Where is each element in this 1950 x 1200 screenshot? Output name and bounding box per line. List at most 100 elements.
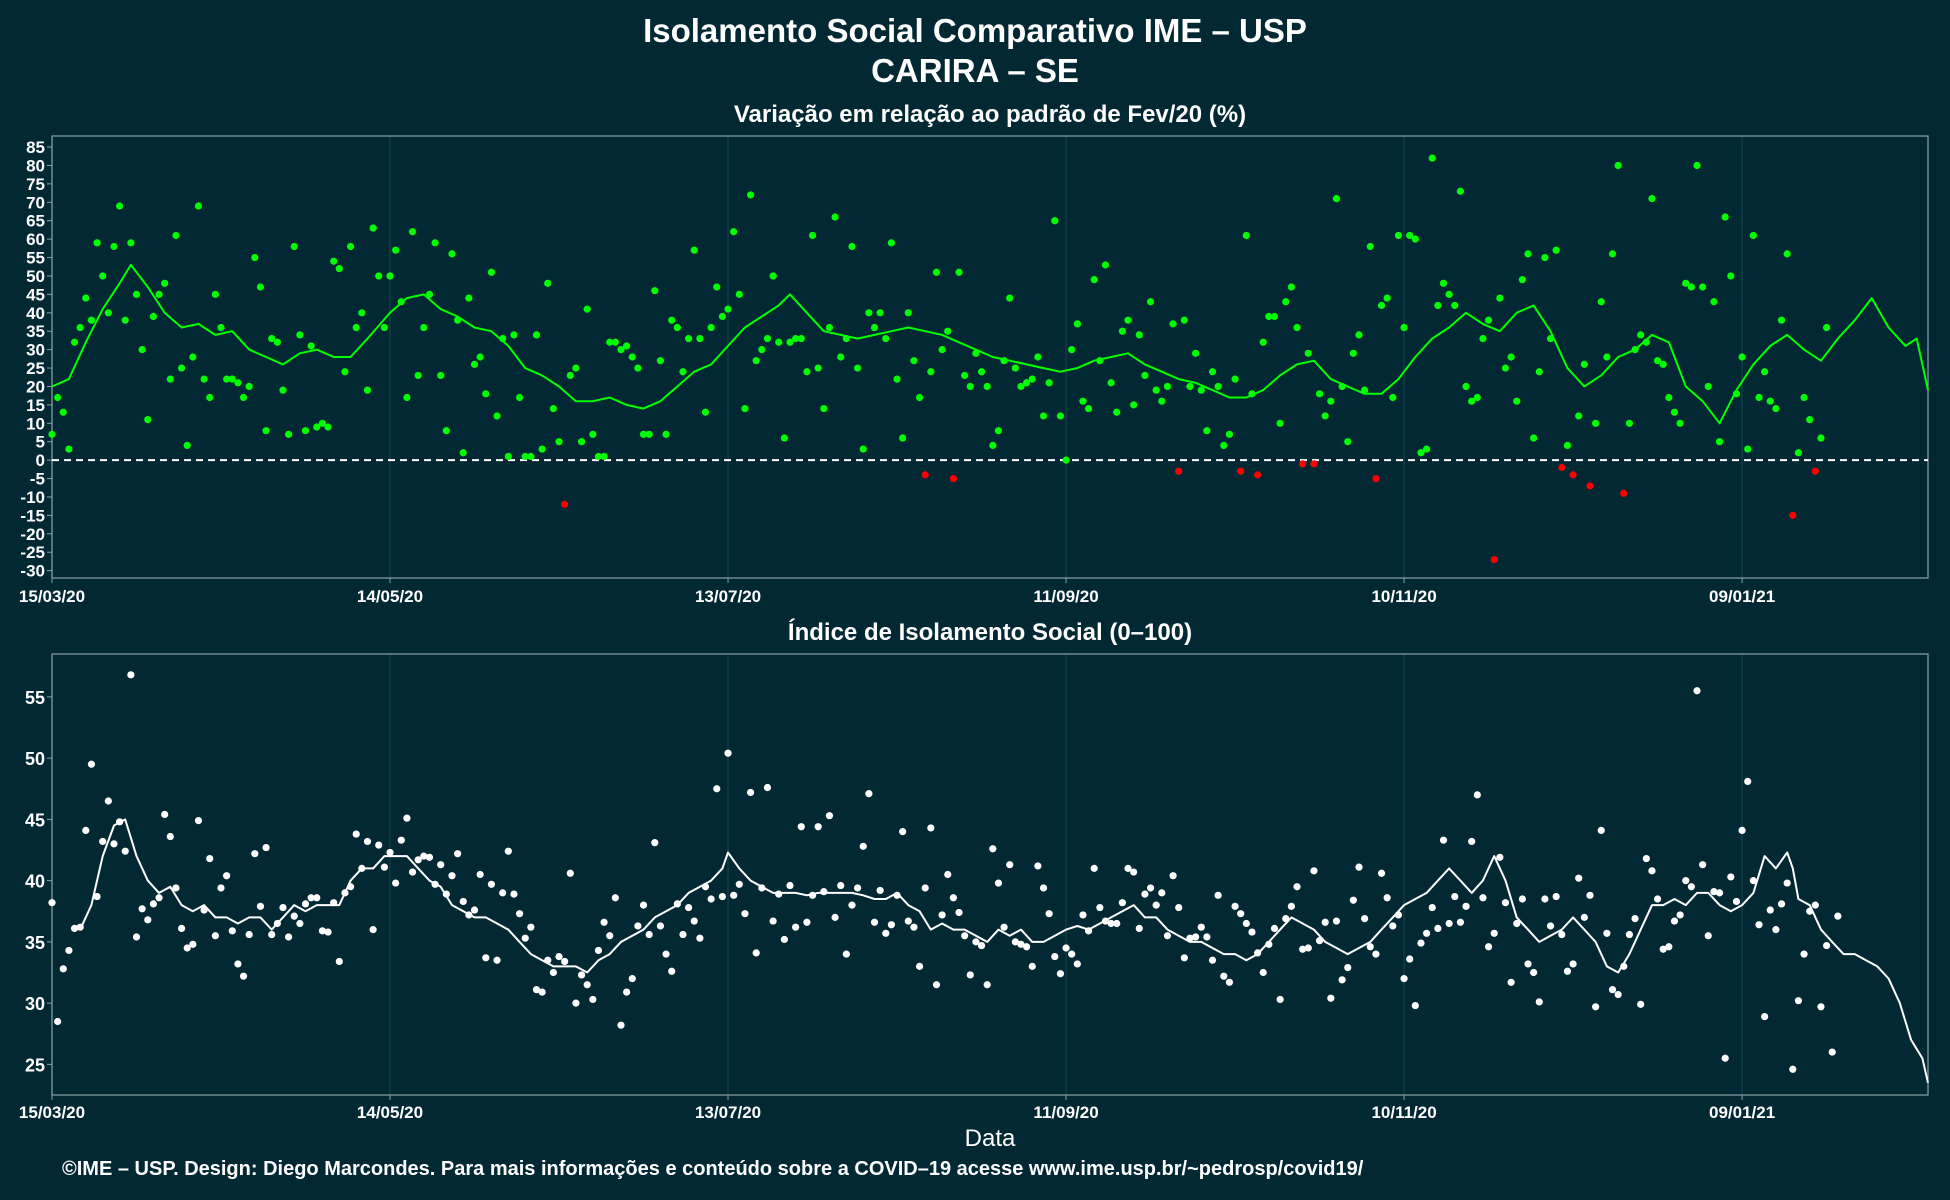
- data-point: [256, 283, 265, 291]
- data-point: [54, 393, 62, 402]
- data-point: [1625, 930, 1634, 939]
- x-tick-label: 09/01/21: [1709, 587, 1775, 606]
- data-point: [1445, 290, 1453, 298]
- data-point: [1766, 906, 1774, 914]
- data-point: [1417, 939, 1425, 947]
- data-point: [690, 246, 698, 254]
- data-point: [59, 408, 67, 416]
- data-point: [1237, 910, 1245, 918]
- data-point: [341, 368, 349, 376]
- data-point: [1462, 382, 1470, 391]
- data-point: [1169, 320, 1177, 328]
- data-point: [972, 938, 980, 946]
- plot-frame: [51, 653, 1929, 1096]
- data-point: [1304, 944, 1312, 952]
- y-tick-label: 60: [26, 230, 45, 249]
- data-point: [408, 868, 417, 876]
- data-point: [730, 891, 738, 899]
- data-point: [1744, 445, 1752, 453]
- data-point: [887, 239, 896, 247]
- data-point: [132, 933, 141, 941]
- data-point: [1101, 261, 1110, 269]
- data-point: [707, 323, 715, 332]
- data-point: [1755, 921, 1763, 929]
- y-tick-label: 30: [25, 994, 45, 1014]
- data-point: [211, 290, 219, 298]
- data-point: [1783, 879, 1791, 887]
- data-point: [1462, 902, 1470, 910]
- data-point: [651, 287, 659, 295]
- data-point: [1496, 294, 1504, 302]
- data-point: [1310, 867, 1318, 875]
- data-point: [1282, 298, 1290, 306]
- data-point: [527, 452, 535, 461]
- data-point: [1135, 331, 1143, 339]
- data-point: [1355, 331, 1363, 339]
- data-point: [307, 894, 315, 902]
- data-point: [448, 872, 456, 880]
- y-tick-label: 40: [26, 304, 45, 323]
- data-point: [1535, 368, 1543, 376]
- data-point: [746, 191, 755, 199]
- data-point: [549, 968, 557, 977]
- data-point: [679, 368, 687, 376]
- data-point: [848, 242, 856, 251]
- data-point: [1828, 1048, 1836, 1056]
- data-point: [313, 423, 321, 431]
- data-point: [1045, 910, 1053, 918]
- data-point: [149, 900, 158, 908]
- data-point: [1524, 960, 1532, 968]
- data-point: [814, 364, 822, 372]
- data-point: [1738, 353, 1746, 361]
- data-point: [48, 430, 56, 438]
- data-point: [346, 242, 355, 251]
- data-point: [1372, 474, 1380, 483]
- data-point: [1524, 250, 1532, 258]
- data-point: [1445, 919, 1453, 928]
- data-point: [639, 430, 648, 438]
- data-point: [938, 911, 946, 919]
- data-point: [1220, 441, 1228, 449]
- data-point: [59, 965, 67, 973]
- data-point: [324, 928, 332, 936]
- data-point: [1214, 382, 1222, 391]
- x-tick-label: 13/07/20: [695, 587, 761, 606]
- x-tick-label: 15/03/20: [19, 1103, 85, 1122]
- data-point: [938, 346, 946, 354]
- x-tick-label: 15/03/20: [19, 587, 85, 606]
- data-point: [161, 279, 169, 287]
- data-point: [1800, 950, 1808, 958]
- data-point: [352, 323, 360, 332]
- variation-chart: Variação em relação ao padrão de Fev/20 …: [19, 101, 1929, 606]
- data-point: [1507, 353, 1515, 361]
- data-point: [1180, 954, 1188, 962]
- data-point: [1366, 242, 1374, 251]
- data-point: [1175, 903, 1183, 912]
- data-point: [1028, 962, 1036, 970]
- data-point: [1107, 379, 1115, 387]
- data-point: [1332, 195, 1341, 203]
- data-point: [358, 309, 366, 317]
- data-point: [448, 250, 456, 258]
- data-point: [977, 941, 986, 950]
- data-point: [510, 890, 518, 898]
- data-point: [955, 908, 963, 917]
- data-point: [882, 334, 890, 343]
- data-point: [600, 918, 608, 926]
- data-point: [487, 880, 496, 888]
- data-point: [1220, 972, 1228, 980]
- data-point: [763, 334, 772, 343]
- data-point: [1231, 902, 1239, 910]
- y-tick-label: 50: [25, 749, 45, 769]
- data-point: [628, 353, 636, 361]
- data-point: [797, 823, 805, 831]
- data-point: [1293, 323, 1301, 332]
- data-point: [763, 783, 772, 792]
- y-tick-label: -30: [20, 562, 45, 581]
- y-tick-label: 75: [26, 175, 45, 194]
- data-point: [1006, 294, 1014, 302]
- data-point: [713, 785, 721, 793]
- y-tick-label: 20: [26, 377, 45, 396]
- data-point: [808, 231, 817, 240]
- data-point: [961, 932, 969, 940]
